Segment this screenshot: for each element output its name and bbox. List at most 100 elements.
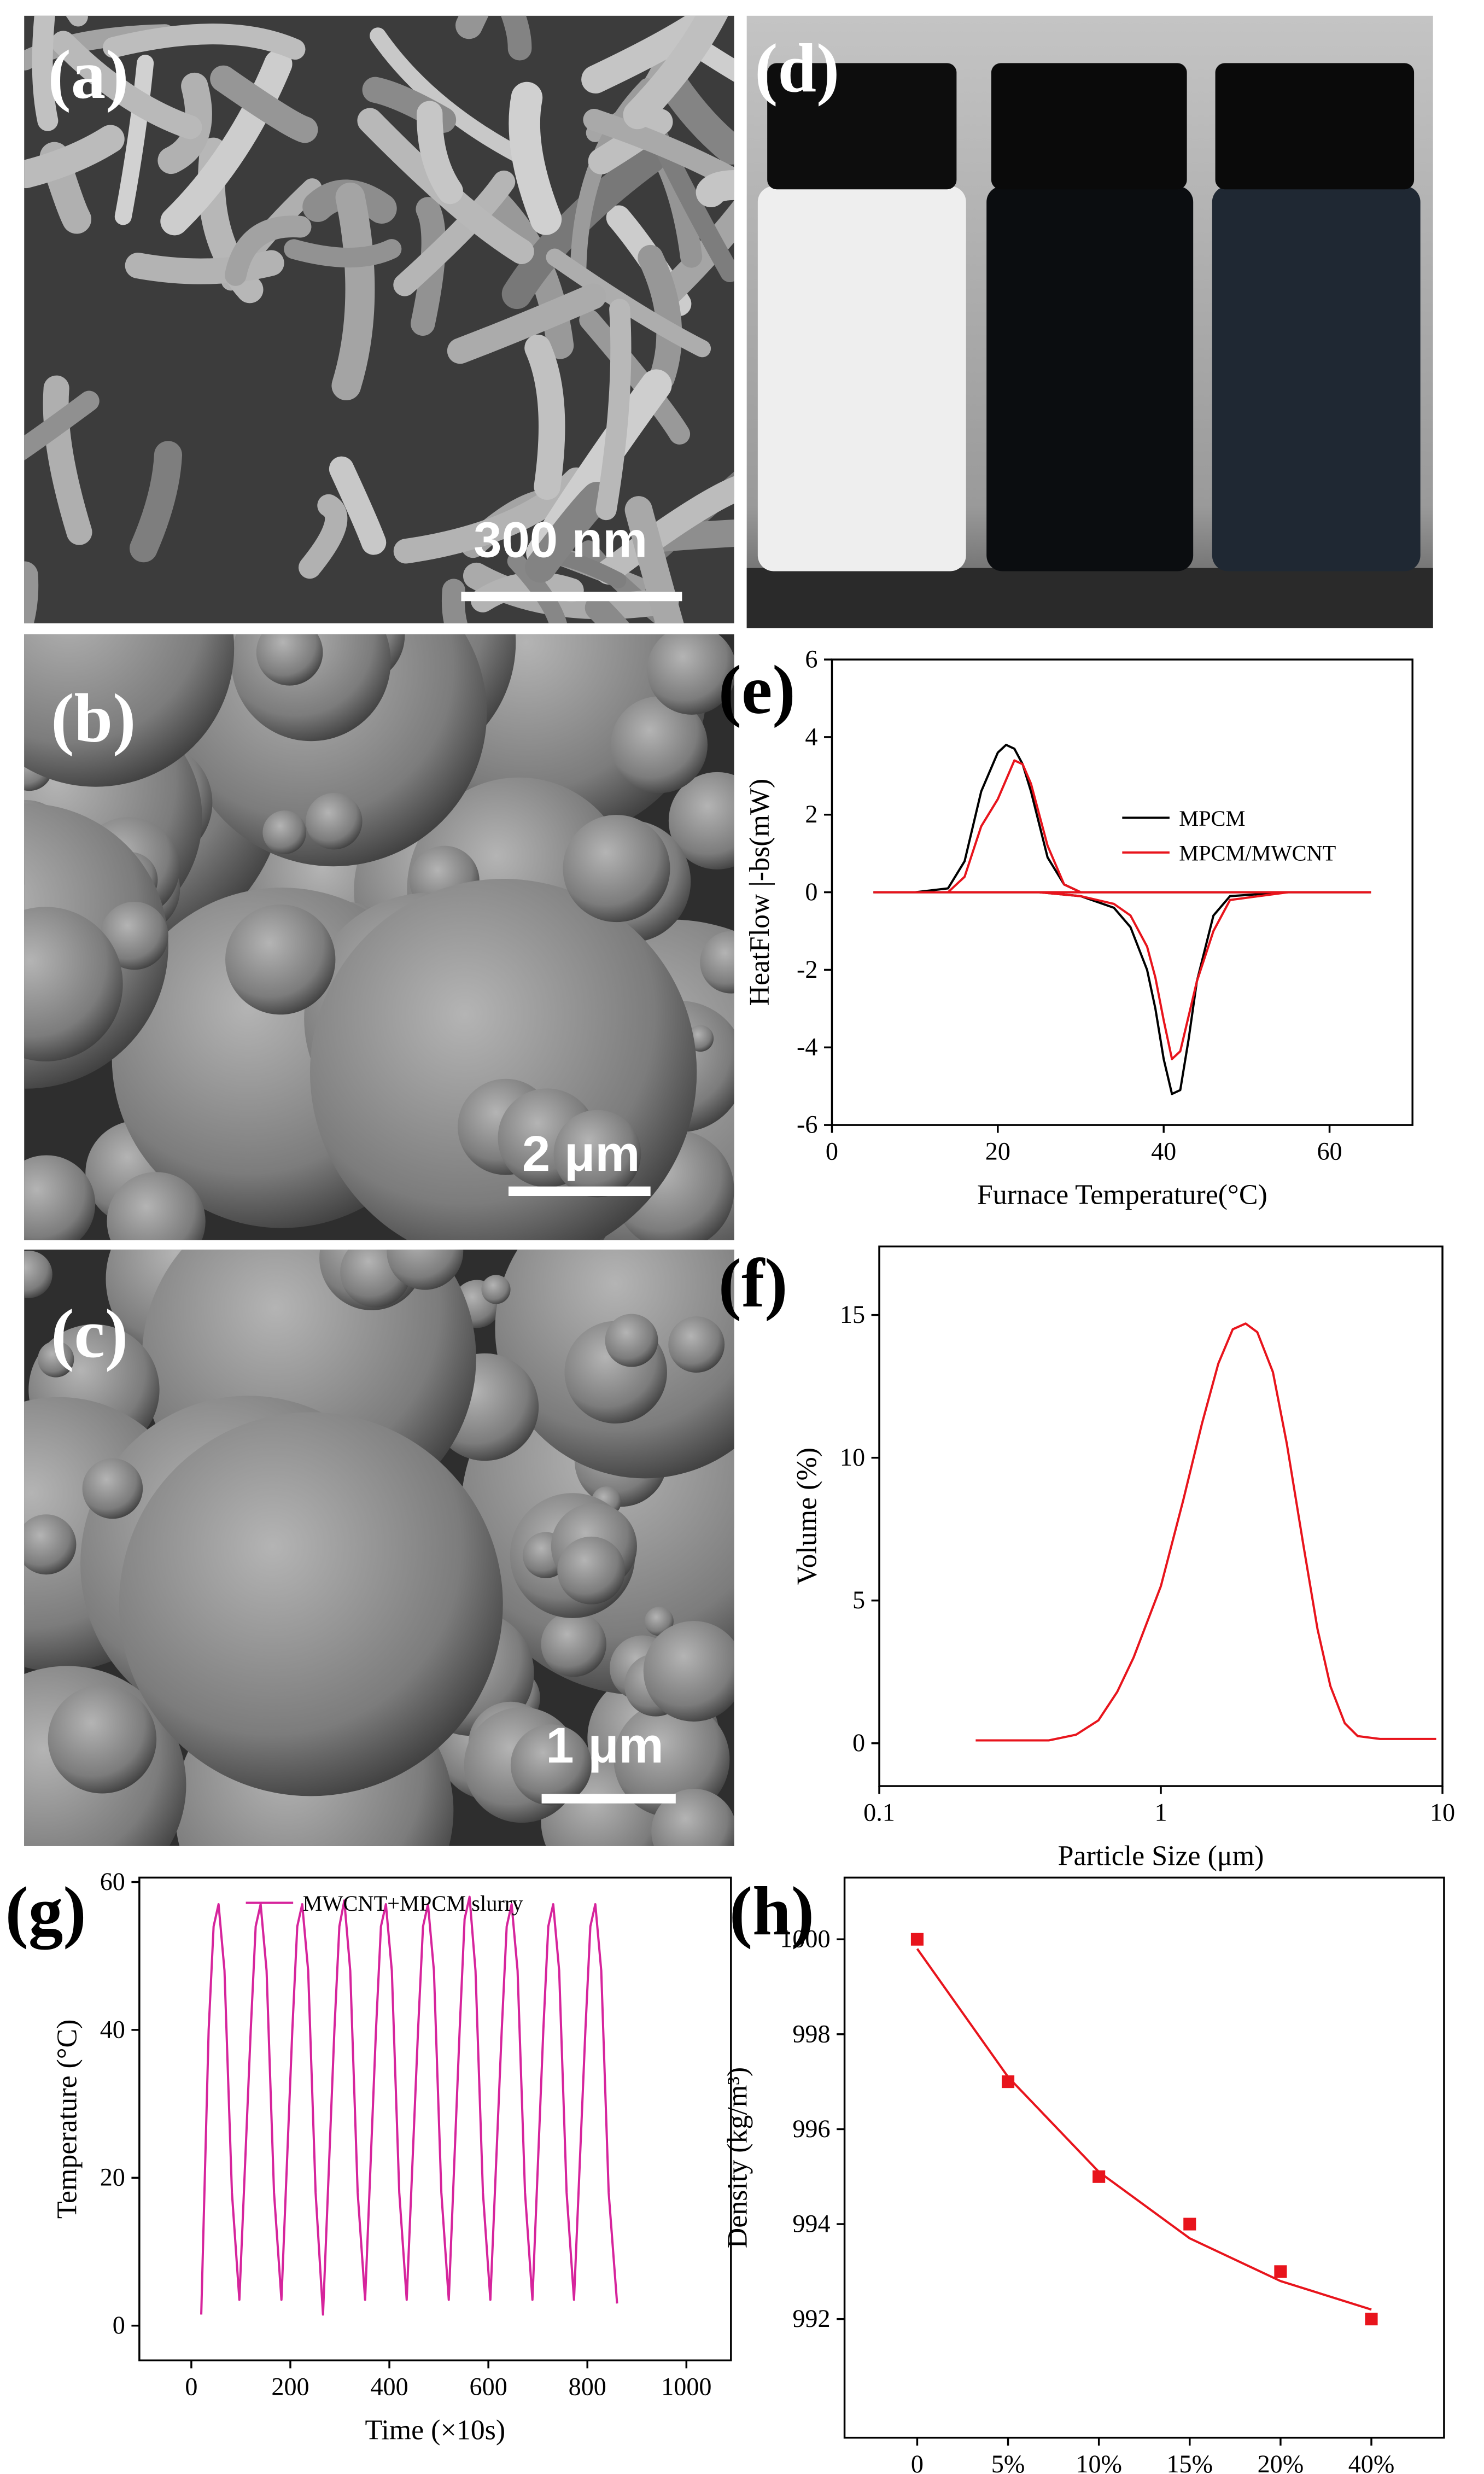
data-line bbox=[916, 1948, 1372, 2311]
scale-bar-label: 1 μm bbox=[546, 1717, 664, 1773]
vial-white bbox=[757, 186, 966, 571]
shelf bbox=[746, 568, 1433, 628]
microsphere bbox=[82, 1458, 143, 1519]
microsphere bbox=[510, 1724, 592, 1806]
x-tick-label: 60 bbox=[1317, 1137, 1342, 1165]
y-tick-label: 992 bbox=[792, 2304, 830, 2332]
nanotube bbox=[24, 561, 39, 623]
x-tick-label: 200 bbox=[271, 2373, 309, 2401]
microsphere bbox=[643, 1621, 734, 1722]
nanotube bbox=[659, 72, 734, 165]
nanotube bbox=[623, 15, 728, 130]
nanotube bbox=[284, 239, 402, 268]
nanotube bbox=[43, 375, 92, 545]
microsphere bbox=[24, 1514, 77, 1575]
y-tick-label: 994 bbox=[792, 2209, 830, 2237]
y-tick-label: 6 bbox=[805, 645, 817, 673]
microsphere bbox=[24, 634, 235, 787]
nanotube bbox=[595, 476, 734, 585]
nanotube bbox=[66, 15, 88, 27]
sem-texture bbox=[24, 634, 734, 1240]
panel-label: (d) bbox=[755, 30, 839, 107]
nanotube bbox=[442, 579, 468, 623]
data-line bbox=[873, 744, 1371, 1095]
nanotube bbox=[447, 283, 606, 364]
nanotube bbox=[595, 299, 632, 521]
microsphere bbox=[37, 1341, 74, 1378]
data-point bbox=[910, 1933, 924, 1946]
y-tick-label: 15 bbox=[840, 1300, 865, 1328]
legend-label: MPCM/MWCNT bbox=[1179, 841, 1336, 865]
microsphere bbox=[119, 1412, 503, 1796]
photo-d: (d) bbox=[746, 15, 1433, 628]
nanotube bbox=[696, 170, 734, 208]
panel-label: (e) bbox=[718, 652, 796, 728]
y-tick-label: 20 bbox=[100, 2163, 125, 2191]
microsphere bbox=[107, 1172, 206, 1240]
y-tick-label: 996 bbox=[792, 2115, 830, 2143]
nanotube bbox=[370, 27, 535, 168]
microsphere bbox=[24, 907, 123, 1061]
nanotube bbox=[624, 496, 684, 623]
nanotube bbox=[585, 595, 629, 623]
microsphere bbox=[24, 1155, 96, 1240]
microsphere bbox=[668, 772, 734, 870]
microsphere bbox=[256, 634, 323, 686]
vial-dark-gray bbox=[1212, 186, 1421, 571]
y-tick-label: 0 bbox=[113, 2311, 125, 2339]
y-axis-label: HeatFlow |-bs(mW) bbox=[744, 779, 775, 1006]
nanotube bbox=[331, 182, 375, 401]
panel-label: (c) bbox=[51, 1296, 128, 1372]
x-tick-label: 600 bbox=[470, 2373, 507, 2401]
y-tick-label: -2 bbox=[797, 955, 817, 983]
x-tick-label: 40 bbox=[1151, 1137, 1176, 1165]
microsphere bbox=[605, 1314, 658, 1367]
x-tick-label: 15% bbox=[1166, 2450, 1213, 2474]
y-tick-label: 0 bbox=[852, 1729, 865, 1757]
nanotube bbox=[416, 101, 463, 205]
x-tick-label: 20% bbox=[1258, 2450, 1304, 2474]
data-point bbox=[1274, 2265, 1287, 2278]
nanotube bbox=[501, 15, 532, 61]
plot-frame bbox=[843, 1876, 1445, 2439]
nanotube bbox=[393, 467, 589, 564]
nanotube bbox=[509, 81, 562, 235]
microsphere bbox=[100, 901, 168, 970]
microsphere bbox=[553, 1110, 641, 1198]
y-tick-label: -6 bbox=[797, 1111, 817, 1139]
y-tick-label: 998 bbox=[792, 2020, 830, 2047]
nanotube bbox=[638, 244, 682, 391]
microsphere bbox=[48, 1685, 157, 1794]
y-axis-label: Temperature (°C) bbox=[51, 2020, 83, 2219]
panel-label: (b) bbox=[51, 680, 136, 757]
x-tick-label: 0 bbox=[826, 1137, 838, 1165]
plot-frame bbox=[878, 1245, 1444, 1787]
scale-bar-label: 2 μm bbox=[522, 1125, 640, 1182]
nanotube bbox=[103, 24, 306, 60]
x-axis-label: Furnace Temperature(°C) bbox=[977, 1179, 1267, 1210]
nanotube bbox=[329, 456, 387, 555]
y-tick-label: 4 bbox=[805, 722, 817, 750]
vial-black bbox=[986, 186, 1194, 571]
data-point bbox=[1183, 2218, 1196, 2231]
microsphere bbox=[644, 1607, 674, 1636]
y-axis-label: Density (kg/m³) bbox=[722, 2067, 753, 2248]
x-tick-label: 0 bbox=[185, 2373, 197, 2401]
nanotube bbox=[125, 250, 284, 284]
scale-bar-label: 300 nm bbox=[474, 511, 647, 568]
vial-cap bbox=[1215, 63, 1415, 190]
x-tick-label: 5% bbox=[991, 2450, 1025, 2474]
microsphere bbox=[306, 792, 363, 850]
microsphere bbox=[225, 904, 336, 1015]
x-tick-label: 40% bbox=[1348, 2450, 1395, 2474]
panel-label: (g) bbox=[5, 1873, 86, 1950]
sem-texture bbox=[24, 15, 734, 623]
y-tick-label: -4 bbox=[797, 1033, 817, 1061]
x-tick-label: 10 bbox=[1430, 1799, 1455, 1827]
sem-texture bbox=[24, 1250, 734, 1846]
microsphere bbox=[700, 931, 734, 994]
x-axis-label: Time (×10s) bbox=[365, 2415, 505, 2446]
panel-label: (a) bbox=[48, 37, 129, 113]
